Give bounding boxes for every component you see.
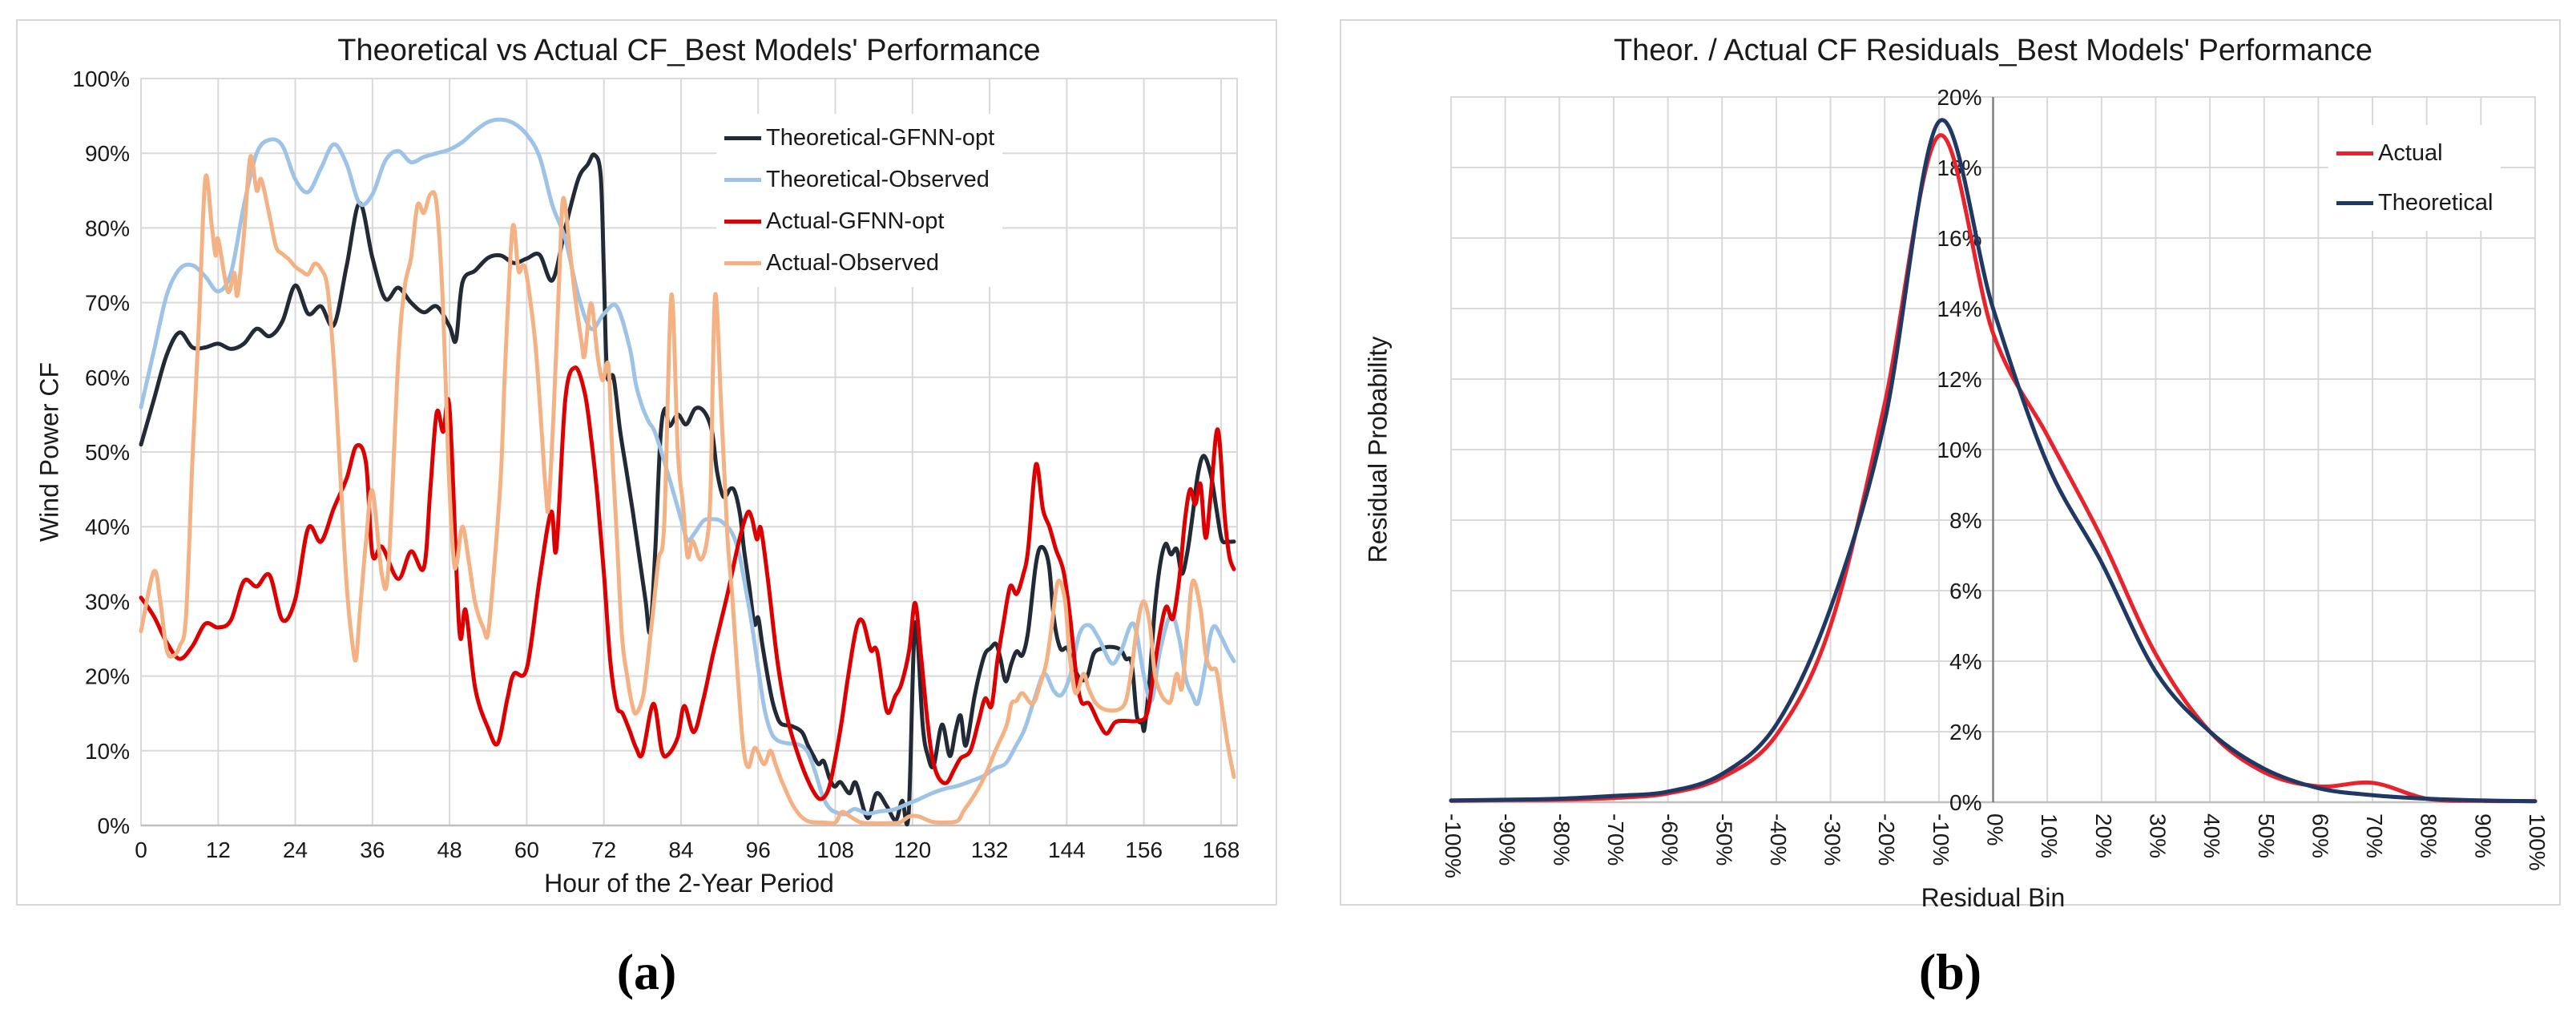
x-tick-label: -30% [1820, 813, 1845, 866]
residual-plot-area: 0%2%4%6%8%10%12%14%16%18%20%-100% -90% -80… [1441, 85, 2550, 878]
y-tick-label: 80% [85, 216, 130, 240]
cf-y-axis-title: Wind Power CF [34, 361, 64, 543]
x-tick-label: 12 [206, 837, 231, 862]
cf-timeseries-plot-area: 0% 10% 20% 30% 40% 50% 60% 70% 80% 90% 100% 0 12 24 36… [72, 67, 1240, 862]
x-tick-label: 48 [437, 837, 462, 862]
x-tick-label: 156 [1125, 837, 1163, 862]
x-tick-label: -70% [1603, 813, 1628, 866]
y-tick-label: 100% [72, 67, 130, 91]
x-tick-label: 60 [514, 837, 539, 862]
y-tick-label: 30% [85, 589, 130, 614]
subfigure-caption-a: (a) [616, 943, 677, 1000]
legend-label: Actual-Observed [766, 249, 939, 276]
legend-line-swatch [2336, 200, 2373, 205]
series-line-theoretical-gfnn-opt [139, 152, 1236, 826]
y-tick-label: 70% [85, 291, 130, 316]
x-tick-label: 120 [893, 837, 931, 862]
x-tick-label: -10% [1929, 813, 1953, 866]
x-tick-label: 60% [2308, 813, 2332, 858]
y-tick-label: 20% [1937, 85, 1981, 110]
cf-x-axis-title: Hour of the 2-Year Period [544, 869, 834, 898]
residual-legend: Actual Theoretical [2328, 125, 2501, 231]
legend-label: Theoretical [2378, 189, 2493, 216]
residual-distribution-panel: 0% 2% 4% 6% 8% 10% 12% 14% 16% 18% 20% -100% -90% -80… [1340, 19, 2561, 912]
residual-y-axis-title: Residual Probability [1363, 336, 1393, 563]
subfigure-caption-b: (b) [1918, 943, 1982, 1000]
series-line-theoretical-observed [139, 117, 1236, 817]
x-tick-label: 0% [1983, 813, 2008, 845]
residual-chart-title: Theor. / Actual CF Residuals_Best Models… [1613, 34, 2373, 67]
x-tick-label: 36 [360, 837, 385, 862]
y-tick-label: 40% [85, 515, 130, 539]
y-tick-label: 60% [85, 365, 130, 390]
legend-item-theoretical-gfnn-opt[interactable]: Theoretical-GFNN-opt [724, 117, 994, 159]
legend-line-swatch [724, 135, 761, 140]
legend-label: Actual [2378, 139, 2443, 166]
y-tick-label: 90% [85, 141, 130, 166]
cf-chart-title: Theoretical vs Actual CF_Best Models' Pe… [337, 34, 1041, 67]
x-tick-label: 24 [283, 837, 308, 862]
y-tick-label: 14% [1937, 297, 1981, 321]
x-tick-label: 20% [2091, 813, 2116, 858]
x-tick-label: 30% [2145, 813, 2170, 858]
x-tick-label: 96 [746, 837, 771, 862]
x-tick-label: -20% [1874, 813, 1899, 866]
y-tick-label: 8% [1949, 508, 1981, 533]
x-tick-label: 0 [135, 837, 147, 862]
x-tick-label: -80% [1549, 813, 1574, 866]
y-tick-label: 6% [1949, 579, 1981, 603]
legend-item-theoretical-observed[interactable]: Theoretical-Observed [724, 159, 994, 200]
legend-label: Theoretical-Observed [766, 166, 990, 192]
x-tick-label: 108 [816, 837, 854, 862]
residual-x-axis-title: Residual Bin [1921, 883, 2066, 912]
series-group [139, 117, 1236, 826]
x-tick-label: 144 [1048, 837, 1086, 862]
x-tick-label: 70% [2362, 813, 2387, 858]
series-line-actual-observed [139, 154, 1236, 825]
x-tick-label: -100% [1441, 813, 1465, 878]
legend-item-actual[interactable]: Actual [2336, 128, 2493, 178]
cf-timeseries-panel: 0% 10% 20% 30% 40% 50% 60% 70% 80% 90% 100% 0 12 24 36… [16, 19, 1277, 906]
legend-line-swatch [724, 260, 761, 265]
legend-line-swatch [724, 219, 761, 224]
y-tick-label: 2% [1949, 720, 1981, 745]
legend-label: Actual-GFNN-opt [766, 208, 945, 234]
legend-item-actual-observed[interactable]: Actual-Observed [724, 242, 994, 284]
y-tick-label: 12% [1937, 367, 1981, 392]
y-tick-label: 10% [1937, 438, 1981, 462]
y-tick-label: 4% [1949, 649, 1981, 674]
y-tick-label: 0% [98, 813, 130, 838]
x-tick-label: 80% [2417, 813, 2441, 858]
x-tick-label: 10% [2037, 813, 2062, 858]
series-group [1449, 118, 2538, 804]
y-tick-label: 20% [85, 664, 130, 689]
x-tick-label: 50% [2254, 813, 2279, 858]
x-tick-label: -60% [1658, 813, 1683, 866]
cf-legend: Theoretical-GFNN-opt Theoretical-Observed… [716, 114, 1003, 287]
y-tick-label: 0% [1949, 790, 1981, 815]
series-line-actual-gfnn-opt [139, 365, 1236, 801]
x-tick-label: -50% [1711, 813, 1736, 866]
x-tick-label: 168 [1203, 837, 1240, 862]
y-tick-label: 50% [85, 440, 130, 465]
series-line-theoretical [1449, 118, 2538, 804]
legend-line-swatch [724, 177, 761, 182]
x-tick-label: 132 [971, 837, 1009, 862]
legend-item-theoretical[interactable]: Theoretical [2336, 178, 2493, 228]
y-tick-label: 10% [85, 739, 130, 764]
x-tick-label: -90% [1495, 813, 1520, 866]
x-tick-label: 40% [2199, 813, 2224, 858]
legend-item-actual-gfnn-opt[interactable]: Actual-GFNN-opt [724, 200, 994, 242]
x-tick-label: 72 [591, 837, 616, 862]
legend-line-swatch [2336, 151, 2373, 155]
x-tick-label: -40% [1766, 813, 1791, 866]
x-tick-label: 84 [668, 837, 693, 862]
x-tick-label: 100% [2525, 813, 2550, 871]
x-tick-label: 90% [2470, 813, 2495, 858]
legend-label: Theoretical-GFNN-opt [766, 124, 995, 151]
